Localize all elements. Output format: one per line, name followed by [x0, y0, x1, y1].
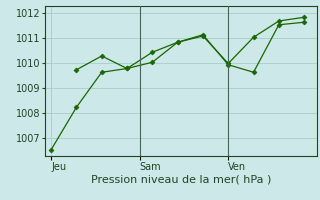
- X-axis label: Pression niveau de la mer( hPa ): Pression niveau de la mer( hPa ): [91, 174, 271, 184]
